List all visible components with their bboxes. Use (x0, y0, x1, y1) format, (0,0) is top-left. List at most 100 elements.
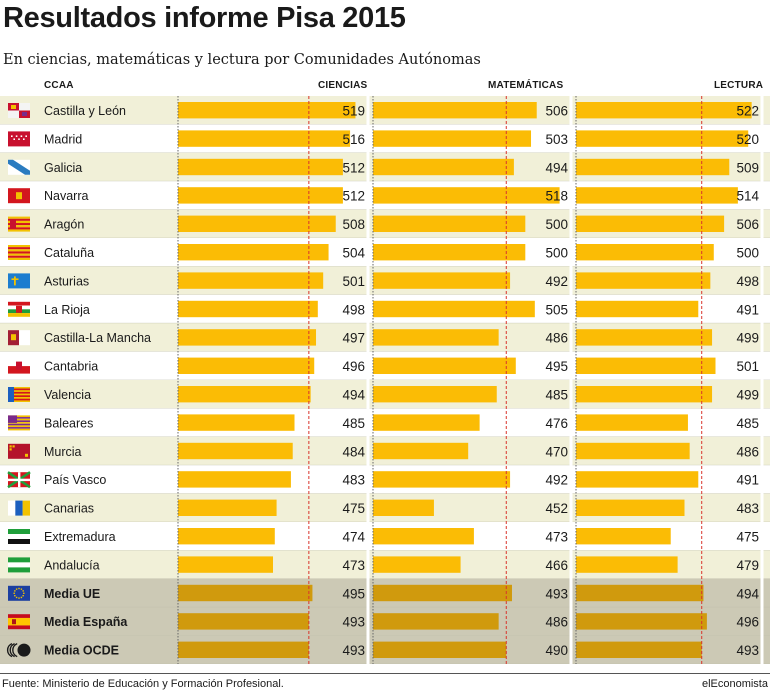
header-ccaa: CCAA (44, 80, 74, 91)
bar (178, 584, 313, 602)
region-label: Cantabria (44, 360, 98, 374)
bar (373, 272, 511, 289)
aragon-flag (8, 216, 30, 232)
bar (373, 244, 526, 261)
bar (178, 102, 356, 119)
bar (373, 130, 532, 147)
la-rioja-flag (8, 301, 30, 317)
bar (576, 215, 725, 232)
value-label: 493 (545, 586, 568, 601)
region-label: Andalucía (44, 558, 100, 572)
bar (178, 641, 309, 658)
bar (178, 244, 329, 261)
value-label: 497 (342, 331, 365, 346)
madrid-flag (8, 131, 30, 147)
andalucia-flag (8, 557, 30, 573)
bar (178, 329, 317, 346)
bar (576, 130, 749, 147)
bar (178, 528, 275, 545)
value-label: 499 (736, 331, 759, 346)
value-label: 520 (736, 132, 759, 147)
value-label: 516 (342, 132, 365, 147)
value-label: 485 (545, 388, 568, 403)
value-label: 494 (342, 388, 365, 403)
value-label: 474 (342, 530, 365, 545)
value-label: 493 (736, 643, 759, 658)
castilla-leon-flag (8, 103, 30, 118)
value-label: 486 (736, 444, 759, 459)
spain-flag (8, 614, 30, 630)
value-label: 518 (545, 189, 568, 204)
bar (373, 442, 469, 460)
bar (373, 414, 480, 431)
value-label: 493 (342, 643, 365, 658)
region-label: Castilla y León (44, 104, 126, 118)
bar (373, 471, 511, 488)
valencia-flag (8, 387, 30, 402)
value-label: 475 (736, 530, 759, 545)
region-label: Galicia (44, 161, 82, 175)
ocde-logo (6, 642, 31, 658)
source-note: Fuente: Ministerio de Educación y Formac… (2, 678, 284, 690)
value-label: 494 (545, 160, 568, 175)
bar (576, 158, 730, 176)
bar (373, 215, 526, 232)
bar (576, 386, 713, 403)
value-label: 452 (545, 501, 568, 516)
bar (373, 300, 535, 318)
value-label: 501 (736, 359, 759, 374)
value-label: 494 (736, 586, 759, 601)
region-label: Navarra (44, 189, 89, 203)
header-lectura: LECTURA (714, 80, 764, 91)
pais-vasco-flag (7, 471, 31, 489)
value-label: 500 (545, 246, 568, 261)
bar (178, 471, 291, 488)
bar (576, 244, 714, 261)
bar (373, 102, 537, 119)
bar (576, 329, 713, 346)
bar (576, 584, 704, 602)
value-label: 475 (342, 501, 365, 516)
bar (178, 414, 295, 431)
bar (373, 386, 497, 403)
value-label: 506 (736, 217, 759, 232)
region-label: La Rioja (44, 303, 90, 317)
bar (373, 158, 514, 176)
bar (373, 613, 499, 630)
value-label: 483 (342, 473, 365, 488)
value-label: 519 (342, 104, 365, 119)
value-label: 473 (545, 530, 568, 545)
region-label: Castilla-La Mancha (44, 331, 151, 345)
value-label: 470 (545, 444, 568, 459)
region-label: Valencia (44, 388, 91, 402)
bar (576, 613, 707, 630)
value-label: 500 (736, 246, 759, 261)
value-label: 509 (736, 160, 759, 175)
bar (373, 641, 507, 658)
bar (373, 556, 461, 573)
cantabria-flag (8, 358, 30, 374)
region-label: Media OCDE (44, 644, 119, 658)
eu-flag (8, 585, 30, 601)
region-label: Cataluña (44, 246, 94, 260)
value-label: 485 (736, 416, 759, 431)
value-label: 495 (342, 586, 365, 601)
value-label: 496 (342, 359, 365, 374)
header-ciencias: CIENCIAS (318, 80, 368, 91)
chart-title: Resultados informe Pisa 2015 (3, 2, 406, 34)
galicia-flag (8, 159, 30, 175)
extremadura-flag (8, 529, 30, 544)
region-label: País Vasco (44, 473, 106, 487)
value-label: 500 (545, 217, 568, 232)
bar (178, 613, 309, 630)
brand-label: elEconomista (701, 678, 768, 690)
footer: Fuente: Ministerio de Educación y Formac… (0, 673, 770, 696)
bar (373, 329, 499, 346)
value-label: 493 (342, 615, 365, 630)
bar (576, 528, 671, 545)
value-label: 514 (736, 189, 759, 204)
value-label: 498 (342, 302, 365, 317)
bar (576, 187, 738, 204)
region-label: Madrid (44, 132, 82, 146)
value-label: 491 (736, 473, 759, 488)
